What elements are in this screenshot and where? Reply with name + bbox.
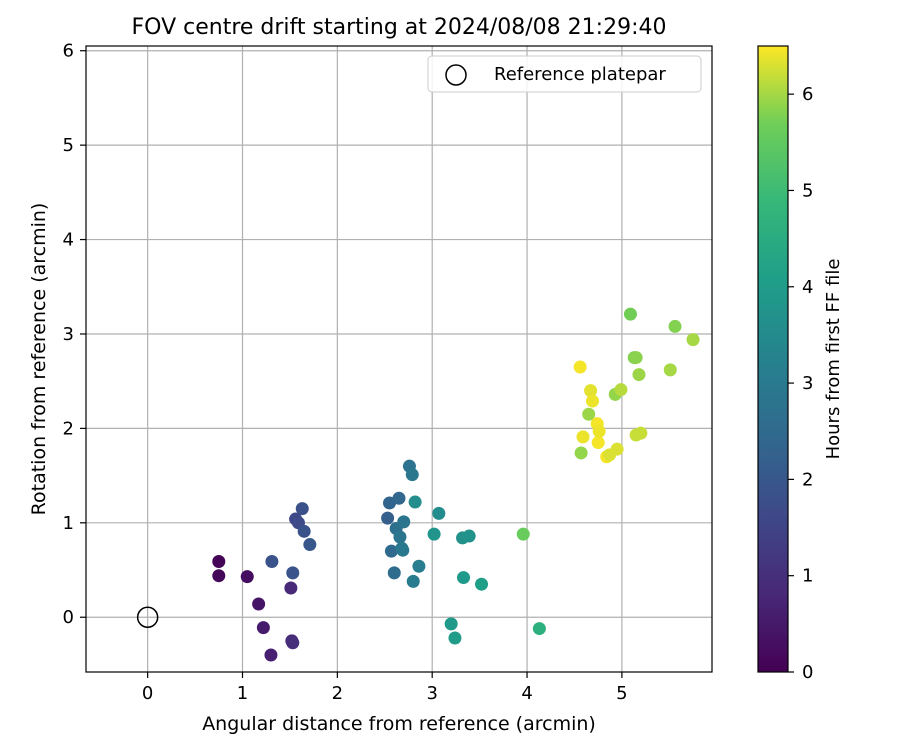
scatter-point — [252, 597, 266, 611]
scatter-point — [406, 574, 420, 588]
scatter-point — [427, 527, 441, 541]
scatter-point — [392, 491, 406, 505]
scatter-point — [592, 424, 606, 438]
colorbar-tick-label: 2 — [802, 469, 813, 490]
y-tick-label: 6 — [63, 41, 74, 62]
scatter-point — [303, 538, 317, 552]
scatter-point — [573, 360, 587, 374]
y-tick-label: 3 — [63, 324, 74, 345]
scatter-point — [610, 442, 624, 456]
scatter-point — [632, 368, 646, 382]
scatter-point — [408, 495, 422, 509]
y-axis-label: Rotation from reference (arcmin) — [28, 203, 50, 516]
scatter-point — [387, 566, 401, 580]
legend-entry: Reference platepar — [494, 64, 666, 85]
scatter-point — [444, 617, 458, 631]
legend-box — [427, 55, 702, 93]
legend-marker — [445, 64, 467, 86]
scatter-point — [397, 515, 411, 529]
scatter-point — [412, 559, 426, 573]
colorbar-tick-label: 1 — [802, 566, 813, 587]
scatter-point — [265, 555, 279, 569]
y-axis-ticks: 0 1 2 3 4 5 6 — [63, 41, 86, 628]
colorbar-frame — [757, 45, 789, 673]
scatter-point — [516, 527, 530, 541]
scatter-point — [295, 502, 309, 516]
scatter-point — [629, 351, 643, 365]
scatter-point — [532, 622, 546, 636]
y-tick-label: 1 — [63, 513, 74, 534]
x-tick-label: 4 — [521, 683, 532, 704]
scatter-point — [686, 333, 700, 347]
colorbar-tick-label: 6 — [802, 84, 813, 105]
x-tick-label: 5 — [616, 683, 627, 704]
x-tick-label: 0 — [142, 683, 153, 704]
colorbar-tick-label: 3 — [802, 373, 813, 394]
colorbar-tick-label: 0 — [802, 662, 813, 683]
scatter-point — [284, 581, 298, 595]
colorbar-ticks: 0 1 2 3 4 5 6 — [788, 84, 813, 683]
colorbar-label: Hours from first FF file — [823, 259, 844, 460]
colorbar-gradient — [758, 46, 788, 672]
scatter-point — [591, 436, 605, 450]
scatter-point — [623, 307, 637, 321]
scatter-point — [286, 566, 300, 580]
scatter-point — [264, 648, 278, 662]
scatter-point — [584, 384, 598, 398]
scatter-point — [432, 506, 446, 520]
scatter-point — [585, 394, 599, 408]
scatter-point — [212, 569, 226, 583]
scatter-point — [582, 407, 596, 421]
scatter-point — [462, 529, 476, 543]
scatter-point — [393, 530, 407, 544]
colorbar-tick-label: 4 — [802, 277, 813, 298]
scatter-point — [456, 571, 470, 585]
grid-lines — [86, 46, 712, 672]
scatter-point — [256, 621, 270, 635]
scatter-point — [405, 468, 419, 482]
y-tick-label: 2 — [63, 418, 74, 439]
reference-platepar-marker — [136, 606, 159, 628]
scatter-point — [574, 446, 588, 460]
scatter-point — [240, 570, 254, 584]
data-points — [212, 307, 700, 662]
x-tick-label: 3 — [426, 683, 437, 704]
x-tick-label: 2 — [332, 683, 343, 704]
x-axis-ticks: 0 1 2 3 4 5 — [142, 672, 628, 704]
scatter-point — [384, 544, 398, 558]
scatter-point — [614, 383, 628, 397]
y-tick-label: 0 — [63, 607, 74, 628]
scatter-point — [634, 426, 648, 440]
y-tick-label: 5 — [63, 135, 74, 156]
colorbar-tick-label: 5 — [802, 180, 813, 201]
scatter-point — [663, 363, 677, 377]
scatter-point — [381, 511, 395, 525]
scatter-point — [668, 319, 682, 333]
plot-frame — [85, 45, 713, 673]
scatter-point — [286, 636, 300, 650]
x-axis-label: Angular distance from reference (arcmin) — [202, 713, 596, 735]
chart-title: FOV centre drift starting at 2024/08/08 … — [132, 15, 667, 40]
colorbar: 0 1 2 3 4 5 6 Hours from first FF file — [757, 45, 844, 683]
scatter-point — [448, 631, 462, 645]
scatter-point — [576, 430, 590, 444]
scatter-point — [475, 577, 489, 591]
legend: Reference platepar — [427, 55, 702, 93]
scatter-point — [212, 555, 226, 569]
scatter-point — [396, 543, 410, 557]
scatter-point — [297, 524, 311, 538]
x-tick-label: 1 — [237, 683, 248, 704]
y-tick-label: 4 — [63, 230, 74, 251]
